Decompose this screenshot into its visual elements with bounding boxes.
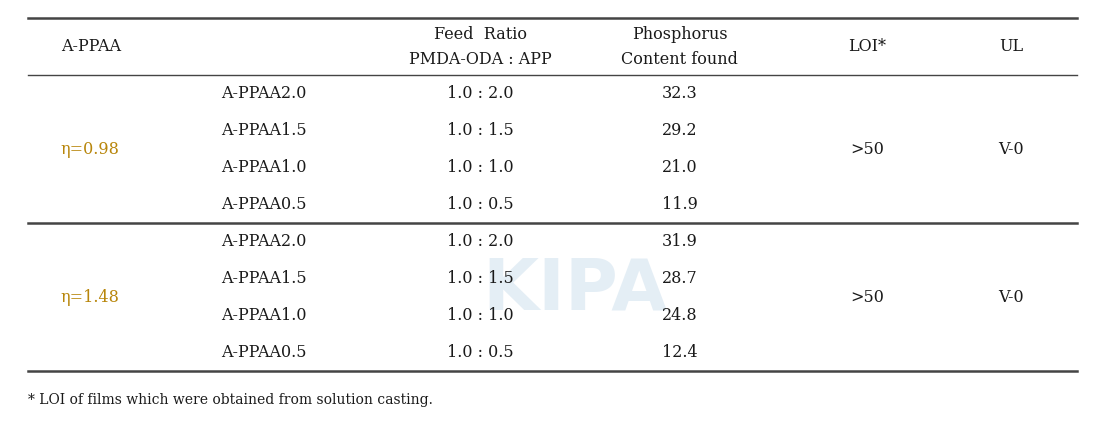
Text: >50: >50 <box>851 140 884 157</box>
Text: KIPA: KIPA <box>482 255 667 324</box>
Text: A-PPAA1.0: A-PPAA1.0 <box>221 159 306 176</box>
Text: 1.0 : 1.0: 1.0 : 1.0 <box>448 159 514 176</box>
Text: V-0: V-0 <box>998 140 1024 157</box>
Text: A-PPAA0.5: A-PPAA0.5 <box>221 196 306 213</box>
Text: 12.4: 12.4 <box>662 344 697 361</box>
Text: Phosphorus: Phosphorus <box>632 26 727 43</box>
Text: * LOI of films which were obtained from solution casting.: * LOI of films which were obtained from … <box>28 393 432 407</box>
Text: A-PPAA: A-PPAA <box>61 38 120 55</box>
Text: 1.0 : 1.0: 1.0 : 1.0 <box>448 307 514 324</box>
Text: 29.2: 29.2 <box>662 122 697 139</box>
Text: 24.8: 24.8 <box>662 307 697 324</box>
Text: LOI*: LOI* <box>849 38 886 55</box>
Text: V-0: V-0 <box>998 289 1024 306</box>
Text: A-PPAA1.5: A-PPAA1.5 <box>221 270 306 287</box>
Text: 1.0 : 2.0: 1.0 : 2.0 <box>448 85 514 102</box>
Text: >50: >50 <box>851 289 884 306</box>
Text: η=1.48: η=1.48 <box>61 289 119 306</box>
Text: PMDA-ODA : APP: PMDA-ODA : APP <box>409 51 552 68</box>
Text: 32.3: 32.3 <box>662 85 697 102</box>
Text: Content found: Content found <box>621 51 738 68</box>
Text: 1.0 : 2.0: 1.0 : 2.0 <box>448 233 514 250</box>
Text: 31.9: 31.9 <box>662 233 697 250</box>
Text: 21.0: 21.0 <box>662 159 697 176</box>
Text: A-PPAA1.5: A-PPAA1.5 <box>221 122 306 139</box>
Text: UL: UL <box>999 38 1023 55</box>
Text: 1.0 : 1.5: 1.0 : 1.5 <box>448 122 514 139</box>
Text: A-PPAA2.0: A-PPAA2.0 <box>221 233 306 250</box>
Text: A-PPAA0.5: A-PPAA0.5 <box>221 344 306 361</box>
Text: Feed  Ratio: Feed Ratio <box>434 26 527 43</box>
Text: 1.0 : 1.5: 1.0 : 1.5 <box>448 270 514 287</box>
Text: A-PPAA2.0: A-PPAA2.0 <box>221 85 306 102</box>
Text: A-PPAA1.0: A-PPAA1.0 <box>221 307 306 324</box>
Text: η=0.98: η=0.98 <box>61 140 119 157</box>
Text: 1.0 : 0.5: 1.0 : 0.5 <box>448 196 514 213</box>
Text: 11.9: 11.9 <box>662 196 697 213</box>
Text: 1.0 : 0.5: 1.0 : 0.5 <box>448 344 514 361</box>
Text: 28.7: 28.7 <box>662 270 697 287</box>
